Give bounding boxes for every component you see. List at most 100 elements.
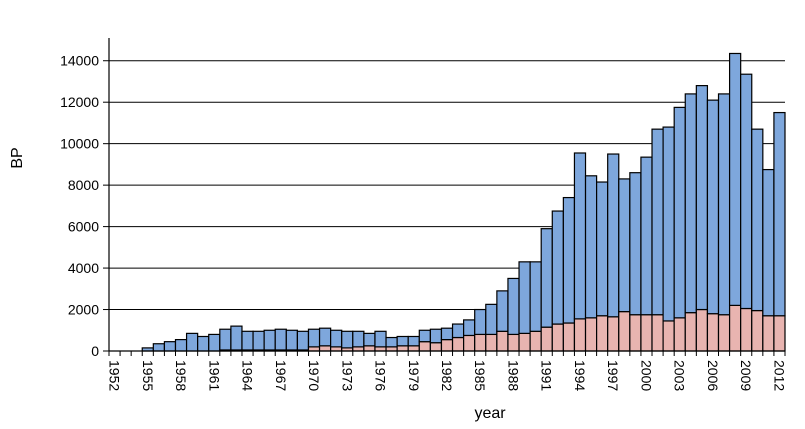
bar-segment-lower: [596, 315, 609, 352]
bar-segment-lower: [551, 323, 564, 352]
bar-segment-lower: [529, 330, 542, 352]
bar-segment-lower: [330, 346, 343, 352]
bar-segment-upper: [529, 261, 542, 332]
bar-segment-upper: [485, 303, 498, 336]
gridlines: [109, 60, 785, 311]
bar-segment-upper: [773, 111, 786, 317]
bar-segment-upper: [640, 156, 653, 316]
bar-segment-lower: [618, 311, 631, 352]
bar-segment-lower: [507, 333, 520, 352]
bar-segment-lower: [662, 320, 675, 352]
y-tick-label: 2000: [68, 302, 99, 318]
x-tick-label: 2000: [638, 360, 654, 391]
x-axis-title: year: [474, 405, 506, 422]
x-tick-label: 1982: [439, 360, 455, 391]
bar-segment-upper: [507, 277, 520, 336]
bar-segment-lower: [418, 341, 431, 352]
bar-segment-upper: [285, 329, 298, 351]
bar-segment-lower: [429, 342, 443, 352]
bar-segment-lower: [629, 314, 642, 352]
bar-segment-lower: [440, 338, 454, 352]
bar-segment-lower: [474, 333, 487, 352]
bars: [141, 52, 786, 352]
bar-segment-lower: [318, 345, 332, 352]
bar-segment-lower: [728, 304, 742, 352]
bar-segment-lower: [518, 332, 531, 352]
x-tick-label: 1952: [107, 360, 123, 391]
x-tick-label: 1958: [173, 360, 189, 391]
y-tick-label: 6000: [68, 219, 99, 235]
bar-segment-lower: [651, 314, 664, 352]
bar-segment-lower: [463, 334, 476, 352]
x-tick-label: 1967: [273, 360, 289, 391]
x-tick-label: 1991: [539, 360, 555, 391]
bar-segment-upper: [684, 93, 697, 314]
bar-segment-upper: [751, 128, 764, 312]
bar-segment-lower: [396, 345, 409, 352]
x-tick-label: 1955: [140, 360, 156, 391]
x-tick-label: 1994: [572, 360, 588, 391]
bar-segment-upper: [407, 335, 420, 347]
bar-segment-upper: [518, 261, 531, 334]
bar-segment-upper: [740, 73, 753, 310]
bar-segment-lower: [607, 316, 620, 352]
bar-segment-upper: [374, 330, 387, 348]
bar-segment-upper: [573, 152, 587, 320]
bar-segment-upper: [330, 329, 343, 348]
y-tick-label: 0: [91, 343, 99, 359]
bar-segment-upper: [562, 196, 576, 324]
bar-segment-upper: [607, 153, 620, 318]
y-tick-label: 12000: [60, 94, 99, 110]
x-tick-label: 1973: [339, 360, 355, 391]
bar-segment-lower: [385, 346, 398, 352]
bar-segment-upper: [163, 341, 177, 352]
bar-segment-upper: [540, 228, 553, 328]
bar-segment-upper: [263, 329, 276, 351]
bar-segment-upper: [396, 335, 409, 347]
bar-segment-upper: [584, 175, 598, 319]
y-tick-label: 10000: [60, 136, 99, 152]
bar-segment-upper: [463, 319, 476, 337]
bar-segment-lower: [374, 346, 387, 352]
bar-segment-upper: [474, 308, 487, 336]
y-tick-label: 14000: [60, 53, 99, 69]
bar-segment-upper: [208, 333, 221, 352]
bar-segment-upper: [307, 328, 321, 348]
bar-segment-upper: [197, 335, 210, 352]
bar-segment-upper: [185, 332, 199, 352]
bar-segment-upper: [429, 328, 443, 344]
x-tick-label: 1988: [505, 360, 521, 391]
bar-segment-lower: [717, 314, 731, 352]
bar-segment-lower: [407, 345, 420, 352]
bar-segment-upper: [596, 181, 609, 317]
bar-segment-lower: [762, 315, 775, 352]
bar-segment-upper: [673, 106, 686, 319]
bar-segment-upper: [174, 338, 188, 352]
bar-segment-lower: [773, 315, 786, 352]
x-tick-label: 2006: [705, 360, 721, 391]
bar-segment-lower: [684, 312, 697, 352]
x-tick-label: 2009: [738, 360, 754, 391]
bar-segment-upper: [762, 168, 775, 317]
bar-segment-lower: [740, 307, 753, 352]
bar-segment-upper: [629, 172, 642, 316]
x-tick-labels: 1952 1955 1958 1961 1964 1967 1970 1973 1976 1979…: [107, 360, 788, 391]
x-tick-label: 1997: [605, 360, 621, 391]
y-axis-title: BP: [9, 147, 26, 168]
bar-segment-upper: [352, 330, 365, 348]
x-tick-label: 1976: [373, 360, 389, 391]
bar-segment-upper: [706, 99, 720, 315]
x-tick-label: 1985: [472, 360, 488, 391]
bar-segment-lower: [640, 314, 653, 352]
x-tick-label: 2012: [771, 360, 787, 391]
bar-segment-upper: [152, 343, 166, 352]
bar-segment-upper: [695, 85, 709, 311]
bar-segment-upper: [496, 290, 509, 332]
bar-segment-upper: [662, 126, 675, 322]
bar-segment-upper: [341, 330, 354, 349]
bar-segment-upper: [440, 327, 454, 341]
bar-segment-upper: [418, 329, 431, 343]
axes: [103, 38, 786, 356]
bar-segment-lower: [695, 308, 709, 352]
